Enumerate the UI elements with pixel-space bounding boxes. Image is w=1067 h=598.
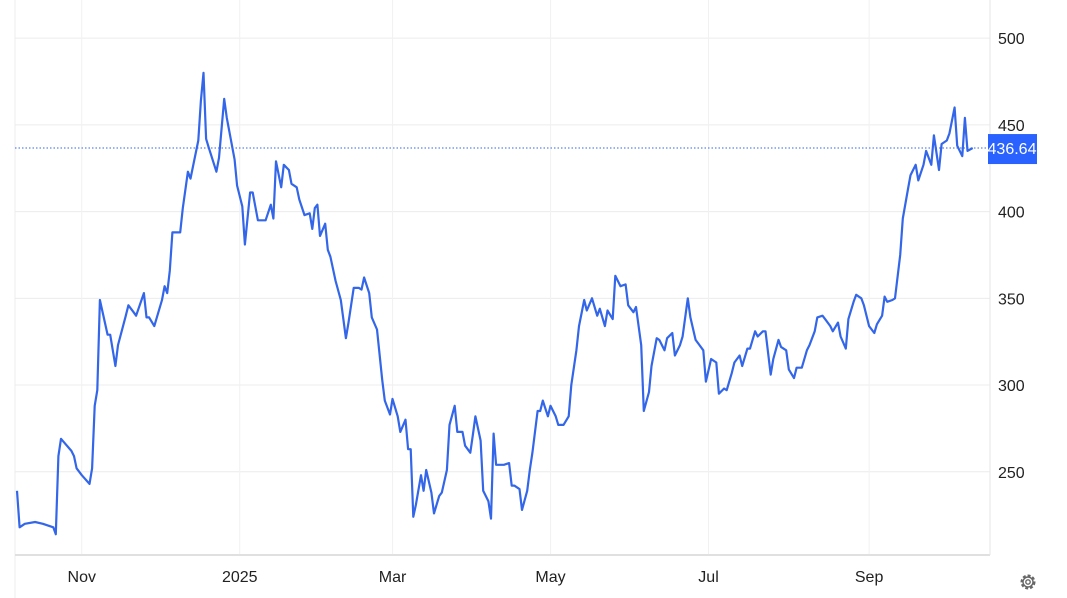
y-tick-label: 500 xyxy=(998,31,1025,48)
y-tick-label: 350 xyxy=(998,291,1025,308)
gear-icon[interactable] xyxy=(1020,574,1036,590)
x-tick-label: 2025 xyxy=(222,569,258,586)
y-tick-label: 400 xyxy=(998,205,1025,222)
grid xyxy=(14,0,991,598)
last-price-label-text: 436.64 xyxy=(988,141,1037,158)
x-tick-label: Mar xyxy=(379,569,407,586)
x-axis: Nov 2025 Mar May Jul Sep xyxy=(68,569,884,586)
y-tick-label: 250 xyxy=(998,465,1025,482)
last-price-label: 436.64 xyxy=(988,134,1037,165)
last-price-label-bg xyxy=(988,134,1037,165)
price-series-line xyxy=(15,71,974,536)
y-tick-label: 450 xyxy=(998,118,1025,135)
x-tick-label: May xyxy=(535,569,565,586)
x-tick-label: Nov xyxy=(68,569,96,586)
x-tick-label: Jul xyxy=(698,569,718,586)
y-axis: 250 300 350 400 450 500 xyxy=(998,31,1025,482)
y-tick-label: 300 xyxy=(998,378,1025,395)
x-tick-label: Sep xyxy=(855,569,884,586)
